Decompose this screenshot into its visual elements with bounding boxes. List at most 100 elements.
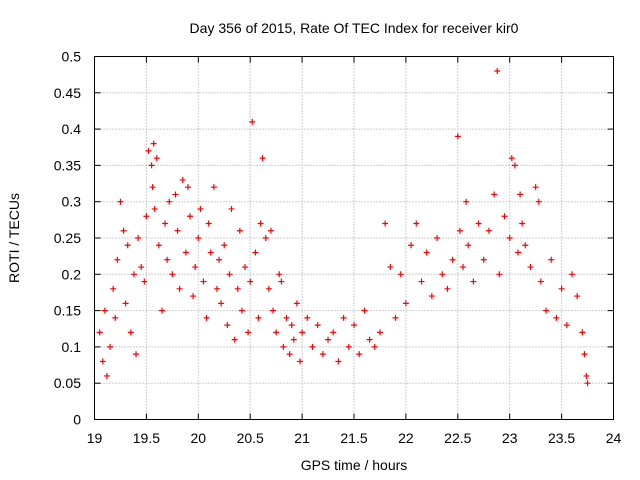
data-point	[553, 314, 560, 321]
data-point	[112, 314, 119, 321]
data-point	[203, 314, 210, 321]
data-point	[218, 300, 225, 307]
data-point	[257, 220, 264, 227]
data-point	[117, 198, 124, 205]
data-point	[382, 220, 389, 227]
data-point	[283, 314, 290, 321]
x-tick-label: 23.5	[548, 430, 575, 446]
x-tick-label: 19	[87, 430, 103, 446]
data-point	[319, 351, 326, 358]
x-tick-label: 21.5	[340, 430, 367, 446]
data-points	[96, 68, 591, 387]
data-point	[172, 191, 179, 198]
data-point	[190, 293, 197, 300]
data-point	[522, 242, 529, 249]
data-point	[231, 336, 238, 343]
data-point	[454, 133, 461, 140]
data-point	[200, 278, 207, 285]
data-point	[297, 358, 304, 365]
data-point	[221, 242, 228, 249]
data-point	[273, 329, 280, 336]
data-point	[508, 155, 515, 162]
data-point	[397, 271, 404, 278]
data-point	[155, 242, 162, 249]
data-point	[527, 264, 534, 271]
y-axis-label: ROTI / TECUs	[6, 193, 22, 283]
data-point	[340, 314, 347, 321]
data-point	[99, 358, 106, 365]
data-point	[583, 372, 590, 379]
y-tick-label: 0.05	[54, 375, 81, 391]
data-point	[330, 329, 337, 336]
data-point	[162, 220, 169, 227]
data-point	[563, 322, 570, 329]
data-point	[456, 227, 463, 234]
data-point	[463, 198, 470, 205]
data-point	[205, 220, 212, 227]
y-tick-label: 0.5	[62, 49, 82, 65]
data-point	[579, 329, 586, 336]
data-point	[135, 235, 142, 241]
data-point	[228, 205, 235, 212]
chart-title: Day 356 of 2015, Rate Of TEC Index for r…	[190, 20, 519, 36]
data-point	[392, 314, 399, 321]
y-tick-label: 0.15	[54, 303, 81, 319]
y-tick-label: 0	[73, 412, 81, 428]
data-point	[224, 322, 231, 329]
data-point	[290, 336, 297, 343]
data-point	[439, 271, 446, 278]
data-point	[293, 300, 300, 307]
data-point	[480, 256, 487, 263]
data-point	[238, 307, 245, 314]
data-point	[252, 249, 259, 256]
data-point	[304, 314, 311, 321]
data-point	[485, 227, 492, 234]
y-tick-label: 0.35	[54, 157, 81, 173]
data-point	[351, 322, 357, 329]
data-point	[130, 271, 137, 278]
data-point	[213, 285, 220, 292]
data-point	[164, 256, 171, 263]
tick-labels: 19 19.5 20 20.5 21 21.5 22 22.5 23 23.5 24 0 0.05 0.1…	[54, 49, 622, 447]
data-point	[449, 256, 456, 263]
data-point	[247, 278, 254, 285]
data-point	[262, 235, 269, 241]
data-point	[434, 235, 441, 241]
data-point	[423, 249, 430, 256]
data-point	[459, 264, 466, 271]
data-point	[114, 256, 121, 263]
x-tick-label: 19.5	[133, 430, 160, 446]
data-point	[145, 147, 152, 154]
data-point	[408, 242, 415, 249]
x-tick-label: 22.5	[444, 430, 471, 446]
data-point	[356, 351, 363, 358]
data-point	[517, 191, 524, 198]
data-point	[210, 184, 217, 191]
data-point	[192, 264, 199, 271]
y-tick-label: 0.3	[62, 194, 82, 210]
data-point	[280, 343, 287, 350]
data-point	[501, 213, 508, 220]
data-point	[122, 300, 129, 307]
data-point	[184, 184, 191, 191]
y-tick-label: 0.1	[62, 339, 82, 355]
data-point	[101, 307, 108, 314]
data-point	[387, 264, 394, 271]
data-point	[470, 278, 477, 285]
data-point	[107, 343, 114, 350]
x-tick-label: 22	[398, 430, 414, 446]
data-point	[494, 68, 501, 75]
data-point	[519, 220, 526, 227]
axis-ticks	[94, 56, 614, 420]
data-point	[496, 271, 503, 278]
data-point	[127, 329, 134, 336]
data-point	[153, 155, 160, 162]
data-point	[568, 271, 575, 278]
data-point	[174, 227, 181, 234]
data-point	[506, 235, 513, 241]
data-point	[96, 329, 103, 336]
data-point	[148, 162, 155, 169]
data-point	[428, 293, 435, 300]
y-tick-label: 0.25	[54, 230, 81, 246]
